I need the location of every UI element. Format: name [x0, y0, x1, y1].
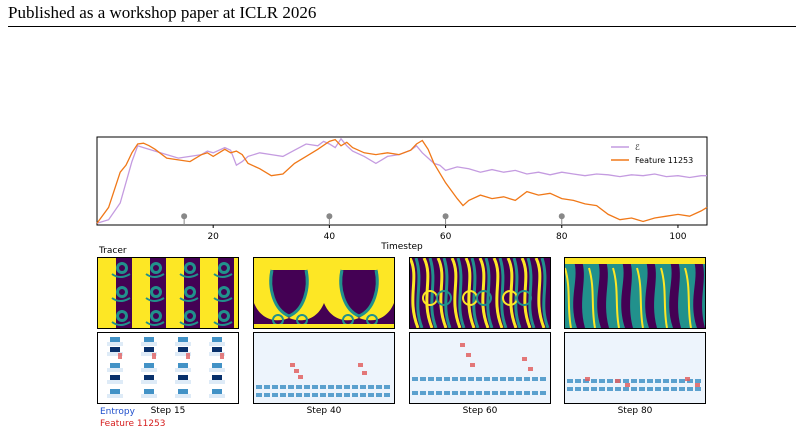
x-tick-label-20: 20 [207, 232, 219, 242]
header-rule [8, 26, 796, 27]
heatmap-field [254, 333, 394, 403]
series-line-0 [96, 137, 707, 224]
heatmap-field [565, 333, 705, 403]
heatmap-field [107, 337, 225, 398]
tracer-field [98, 258, 238, 328]
page-header: Published as a workshop paper at ICLR 20… [8, 3, 317, 22]
series-line-1 [96, 138, 708, 224]
heatmap-panel-step60 [409, 332, 551, 404]
step-label-60: Step 60 [462, 406, 498, 416]
legend-entropy: Entropy [100, 407, 135, 417]
tracer-panel-step15 [97, 257, 239, 329]
legend-label-0: ℰ [635, 143, 640, 152]
heatmap-panel-step40 [253, 332, 395, 404]
tracer-panel-step40 [253, 257, 395, 329]
step-marker-80 [558, 213, 565, 220]
step-marker-40 [326, 213, 333, 220]
tracer-field [565, 258, 705, 328]
x-tick-label-60: 60 [440, 232, 452, 242]
step-label-40: Step 40 [306, 406, 342, 416]
heatmap-field [410, 333, 550, 403]
step-marker-60 [442, 213, 449, 220]
legend-label-1: Feature 11253 [635, 156, 693, 165]
step-label-15: Step 15 [150, 406, 186, 416]
x-axis-label: Timestep [380, 242, 423, 252]
step-label-80: Step 80 [617, 406, 653, 416]
x-tick-label-40: 40 [324, 232, 336, 242]
plot-frame [96, 136, 708, 226]
x-tick-label-80: 80 [556, 232, 568, 242]
legend-feature: Feature 11253 [100, 419, 166, 429]
heatmap-panel-step80 [564, 332, 706, 404]
x-tick-label-100: 100 [669, 232, 686, 242]
tracer-field [410, 258, 550, 328]
tracer-row-label: Tracer [99, 246, 127, 256]
step-marker-15 [181, 213, 188, 220]
tracer-panel-step60 [409, 257, 551, 329]
heatmap-panel-step15 [97, 332, 239, 404]
tracer-panel-step80 [564, 257, 706, 329]
tracer-field [254, 258, 394, 328]
